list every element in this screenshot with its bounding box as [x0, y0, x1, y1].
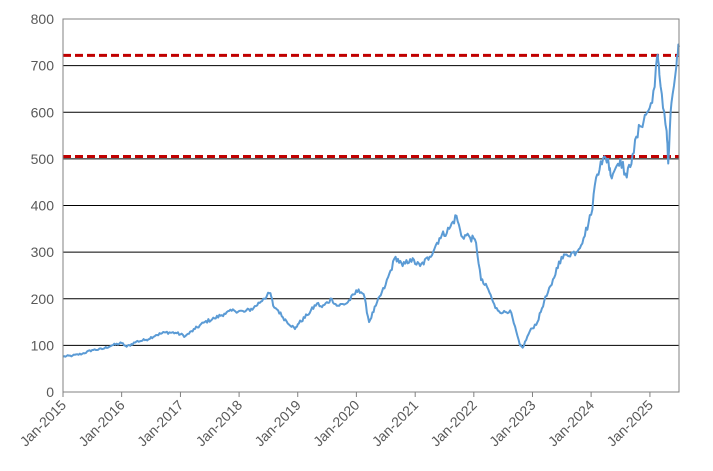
y-tick-label: 600	[31, 104, 55, 120]
y-tick-label: 700	[31, 58, 55, 74]
series-layer	[62, 43, 680, 358]
x-tick-label: Jan-2024	[545, 397, 598, 450]
x-tick-label: Jan-2022	[427, 397, 480, 450]
reference-lines	[63, 53, 679, 159]
y-tick-label: 200	[31, 291, 55, 307]
y-tick-label: 300	[31, 244, 55, 260]
x-tick-label: Jan-2025	[603, 397, 656, 450]
x-tick-labels: Jan-2015 Jan-2016 Jan-2017 Jan-2018 Jan-2019…	[17, 392, 656, 450]
x-tick-label: Jan-2015	[17, 397, 70, 450]
x-tick-label: Jan-2020	[310, 397, 363, 450]
series-line-0	[62, 43, 680, 358]
x-tick-label: Jan-2021	[369, 397, 422, 450]
y-tick-label: 800	[31, 11, 55, 27]
y-tick-label: 0	[46, 384, 54, 400]
gridlines	[63, 65, 679, 346]
y-tick-label: 100	[31, 337, 55, 353]
x-tick-label: Jan-2019	[251, 397, 304, 450]
x-tick-label: Jan-2016	[75, 397, 128, 450]
x-tick-label: Jan-2023	[486, 397, 539, 450]
x-tick-label: Jan-2018	[193, 397, 246, 450]
y-tick-label: 500	[31, 151, 55, 167]
y-tick-labels: 0 100 200 300 400 500 600 700 800	[31, 11, 55, 400]
y-tick-label: 400	[31, 198, 55, 214]
x-tick-label: Jan-2017	[134, 397, 187, 450]
plot-frame	[62, 18, 680, 393]
